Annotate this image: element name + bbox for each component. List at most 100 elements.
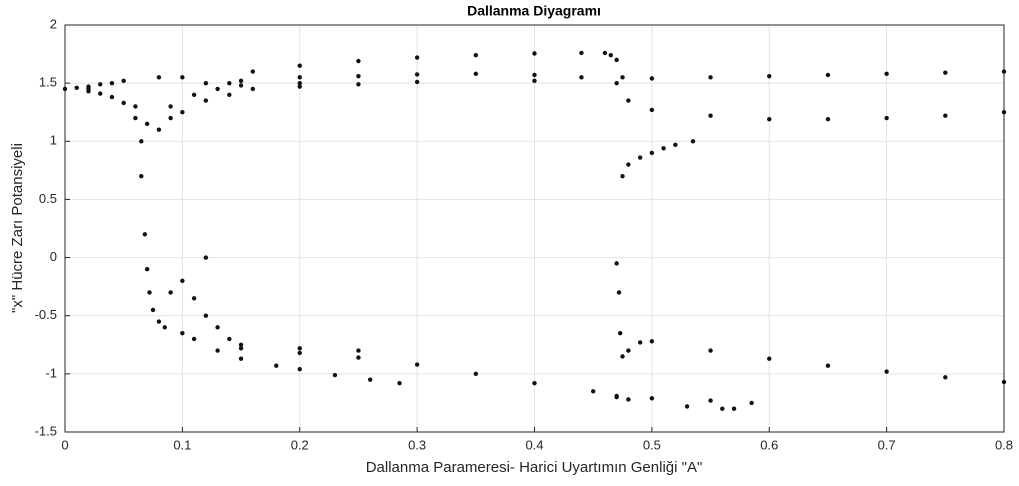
point <box>684 404 690 409</box>
point <box>144 267 150 272</box>
point <box>1001 379 1007 385</box>
point <box>767 73 772 79</box>
point <box>720 406 725 411</box>
point <box>121 78 126 84</box>
point <box>649 150 655 156</box>
y-tick-label: 2 <box>50 16 57 31</box>
point <box>203 255 209 260</box>
point <box>367 377 373 382</box>
point <box>673 142 678 147</box>
point <box>297 84 302 89</box>
point <box>649 396 655 401</box>
point <box>884 369 889 374</box>
point <box>142 232 148 237</box>
point <box>180 75 185 80</box>
point <box>579 75 584 80</box>
point <box>250 69 255 74</box>
point <box>731 406 737 411</box>
point <box>690 139 696 144</box>
point <box>297 350 302 356</box>
point <box>238 78 244 84</box>
y-tick-label: 1.5 <box>39 75 57 90</box>
point <box>473 371 479 377</box>
point <box>532 380 537 386</box>
point <box>297 346 302 351</box>
x-axis-label: Dallanma Parameresi- Harici Uyartımın Ge… <box>366 459 703 476</box>
point <box>133 104 138 109</box>
point <box>274 363 279 368</box>
x-tick-label: 0.3 <box>408 437 426 452</box>
point <box>156 75 162 80</box>
point <box>62 86 68 92</box>
point <box>297 80 302 86</box>
point <box>708 398 713 403</box>
point <box>180 278 185 284</box>
point <box>227 92 232 97</box>
point <box>238 83 244 88</box>
point <box>590 389 596 394</box>
point <box>626 98 631 103</box>
point <box>614 394 619 400</box>
x-tick-label: 0 <box>61 437 68 452</box>
point <box>414 55 420 60</box>
point <box>825 363 831 368</box>
point <box>332 372 338 378</box>
point <box>215 325 220 330</box>
point <box>156 127 162 132</box>
x-tick-label: 0.8 <box>995 437 1013 452</box>
point <box>767 116 772 122</box>
point <box>626 348 631 353</box>
point <box>943 113 948 118</box>
point <box>297 75 302 80</box>
point <box>397 380 402 386</box>
point <box>649 107 655 113</box>
point <box>109 94 115 100</box>
point <box>825 72 831 78</box>
point <box>215 348 220 353</box>
point <box>626 397 631 402</box>
point <box>215 86 220 92</box>
point <box>637 155 643 160</box>
point <box>168 115 173 121</box>
point <box>579 50 584 56</box>
point <box>98 91 103 96</box>
point <box>661 146 666 151</box>
point <box>356 348 361 353</box>
point <box>356 73 361 79</box>
point <box>98 82 103 87</box>
y-tick-label: 0 <box>50 249 57 264</box>
y-tick-label: 1 <box>50 133 57 148</box>
point <box>532 72 537 78</box>
point <box>168 290 173 295</box>
point <box>109 80 115 86</box>
point <box>414 72 420 77</box>
point <box>1001 69 1007 74</box>
point <box>162 325 167 330</box>
x-tick-label: 0.1 <box>173 437 191 452</box>
point <box>356 355 361 360</box>
point <box>356 82 361 87</box>
axes-box <box>64 24 1005 433</box>
point <box>602 50 608 56</box>
point <box>708 113 713 118</box>
point <box>297 367 302 372</box>
point <box>649 76 655 81</box>
point <box>227 336 232 342</box>
point <box>74 85 79 90</box>
y-axis-label: "x" Hücre Zarı Potansiyeli <box>9 143 26 313</box>
x-tick-label: 0.7 <box>878 437 896 452</box>
point <box>147 290 152 295</box>
point <box>156 319 162 324</box>
point <box>1001 110 1007 115</box>
point <box>620 354 625 359</box>
y-tick-label: -1.5 <box>35 423 57 438</box>
point <box>238 356 244 361</box>
point <box>139 139 144 144</box>
point <box>191 92 197 97</box>
point <box>620 173 625 179</box>
chart-title: Dallanma Diyagramı <box>467 3 601 19</box>
point <box>238 346 244 351</box>
point <box>414 79 420 85</box>
point <box>86 89 91 94</box>
x-tick-label: 0.4 <box>525 437 543 452</box>
